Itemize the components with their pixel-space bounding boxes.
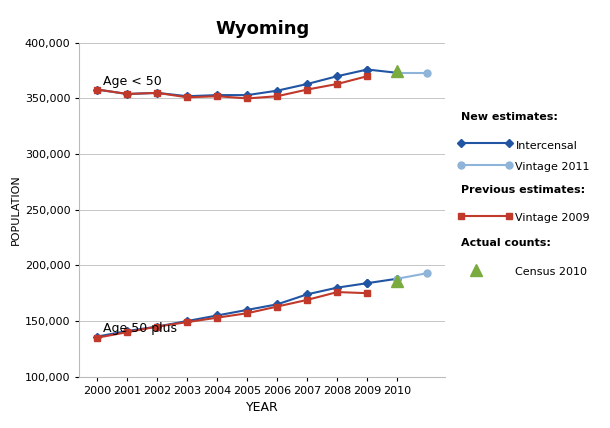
Y-axis label: POPULATION: POPULATION [10,174,21,245]
Text: Age < 50: Age < 50 [103,75,162,88]
Text: Actual counts:: Actual counts: [461,238,550,248]
Text: Previous estimates:: Previous estimates: [461,184,584,195]
Text: Census 2010: Census 2010 [515,267,587,277]
X-axis label: YEAR: YEAR [246,401,279,414]
Title: Wyoming: Wyoming [215,21,309,39]
Text: New estimates:: New estimates: [461,112,558,122]
Text: Vintage 2009: Vintage 2009 [515,213,590,223]
Text: Intercensal: Intercensal [515,140,577,151]
Text: Vintage 2011: Vintage 2011 [515,162,590,172]
Text: Age 50 plus: Age 50 plus [103,322,178,335]
